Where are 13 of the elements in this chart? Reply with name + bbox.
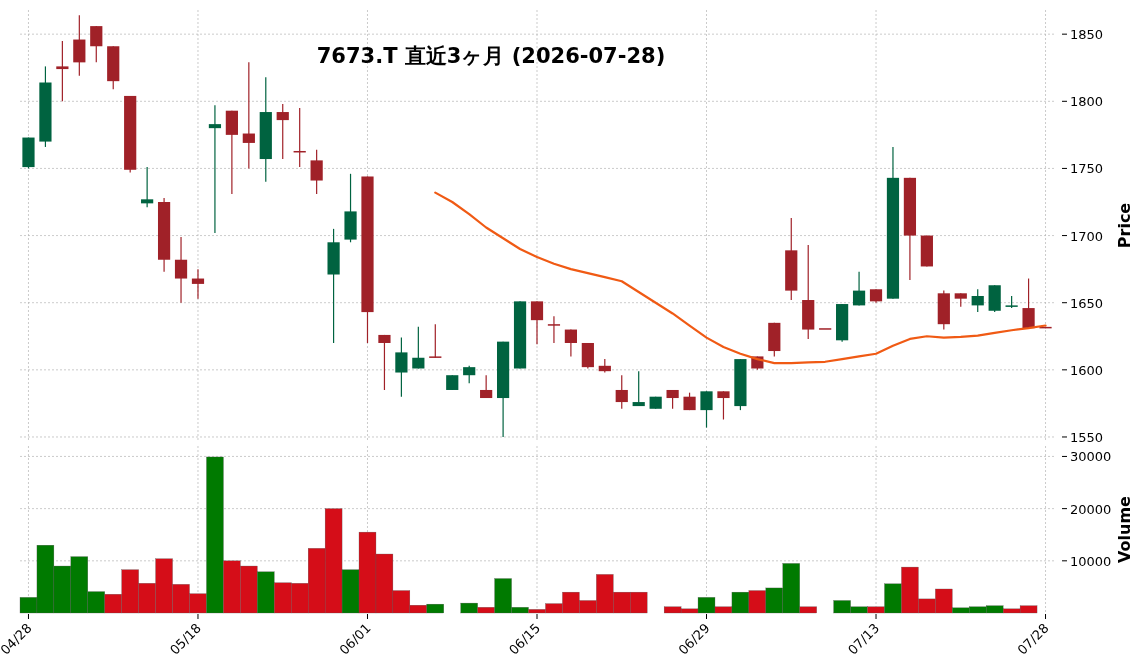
y-tick-label: 20000	[1070, 501, 1112, 517]
y-tick-label: 10000	[1070, 553, 1112, 569]
y-tick-label: 1800	[1070, 94, 1104, 110]
y-tick-label: 1750	[1070, 161, 1104, 177]
y-tick-label: 1650	[1070, 295, 1104, 311]
y-axis-title: Volume	[1115, 495, 1134, 563]
y-axis-title: Price	[1115, 202, 1134, 249]
y-tick-label: 1600	[1070, 362, 1104, 378]
y-tick-label: 1550	[1070, 429, 1104, 445]
y-tick-label: 1700	[1070, 228, 1104, 244]
y-tick-label: 30000	[1070, 449, 1112, 465]
y-tick-label: 1850	[1070, 27, 1104, 43]
text: 7673.T 直近3ヶ月 (2026-07-28)	[316, 44, 666, 68]
